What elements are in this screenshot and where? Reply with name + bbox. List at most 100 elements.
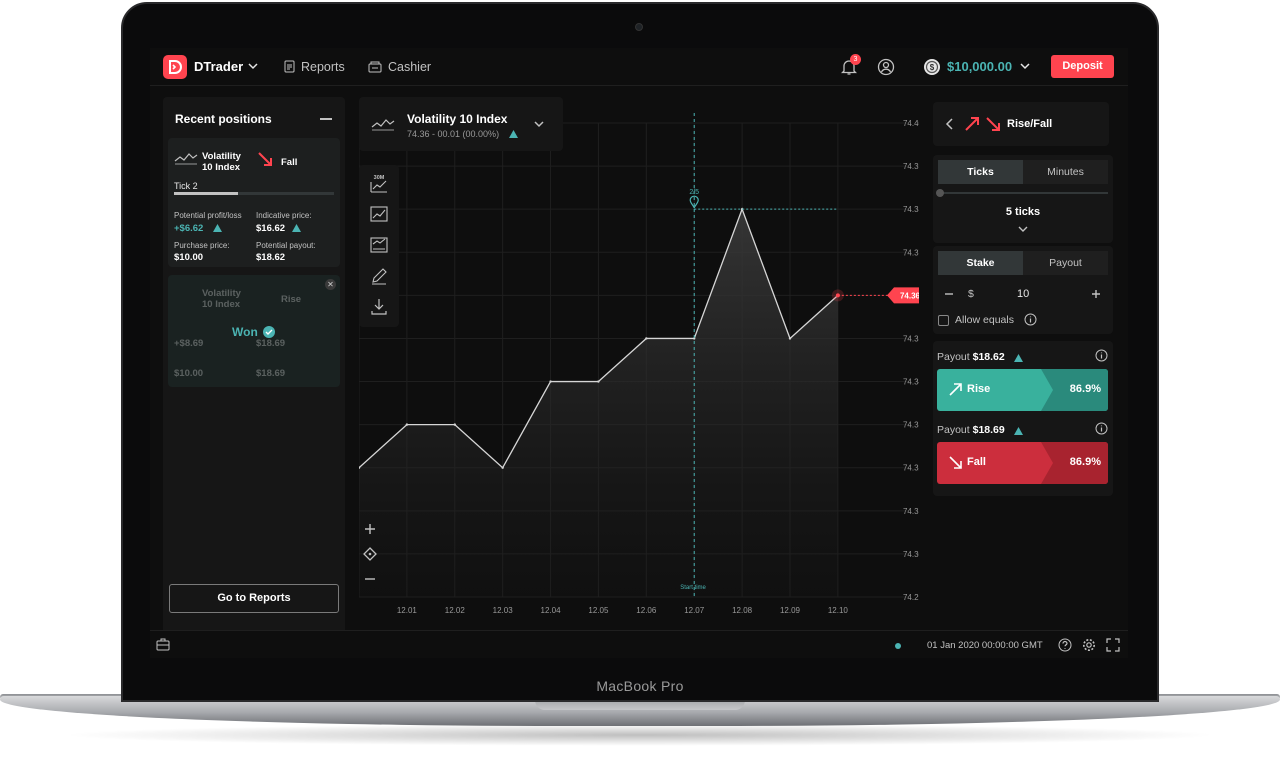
won-status: Won xyxy=(232,325,258,339)
rise-button-shade xyxy=(1041,369,1108,411)
fall-button-shade xyxy=(1041,442,1108,484)
minus-icon[interactable] xyxy=(943,288,955,300)
tick-progress-track xyxy=(174,192,334,195)
fall-arrow-icon xyxy=(258,152,272,166)
nav-cashier[interactable]: Cashier xyxy=(388,60,432,74)
account-balance[interactable]: $10,000.00 xyxy=(947,59,1013,74)
rise-purchase-button[interactable]: Rise 86.9% xyxy=(937,369,1108,411)
duration-slider-track[interactable] xyxy=(938,192,1108,194)
dtrader-logo-icon[interactable] xyxy=(163,55,187,79)
price-point xyxy=(788,337,792,340)
tab-payout[interactable]: Payout xyxy=(1023,251,1108,275)
fall-label: Fall xyxy=(967,456,986,468)
zoom-in-icon[interactable] xyxy=(362,521,378,537)
y-tick-label: 74.30 xyxy=(903,550,919,559)
currency-usd-icon[interactable]: $ xyxy=(923,58,941,76)
device-label: MacBook Pro xyxy=(596,678,684,694)
fullscreen-icon[interactable] xyxy=(1106,638,1120,652)
price-point xyxy=(405,423,409,426)
position-symbol: Volatility 10 Index xyxy=(202,151,241,173)
stake-input[interactable]: 10 xyxy=(1017,288,1030,300)
entry-marker-label: 2/5 xyxy=(689,189,699,196)
position-symbol: Volatility 10 Index xyxy=(202,288,241,310)
price-area xyxy=(359,209,838,597)
market-price: 74.36 - 00.01 (00.00%) xyxy=(407,129,500,139)
app-switcher-label[interactable]: DTrader xyxy=(194,59,244,74)
payout-value: $18.62 xyxy=(256,252,286,263)
collapse-icon[interactable] xyxy=(320,118,332,120)
rise-payout: Payout $18.62 xyxy=(937,351,1005,363)
y-tick-label: 74.39 xyxy=(903,162,919,171)
duration-slider-handle[interactable] xyxy=(936,189,944,197)
market-selector[interactable]: Volatility 10 Index 74.36 - 00.01 (00.00… xyxy=(359,97,563,151)
payout-label: Potential payout: xyxy=(256,241,316,250)
x-tick-label: 12.09 xyxy=(780,606,801,615)
interval-label: 30M xyxy=(374,175,385,181)
close-icon[interactable]: ✕ xyxy=(325,279,336,290)
tab-stake[interactable]: Stake xyxy=(938,251,1023,275)
zoom-out-icon[interactable] xyxy=(362,571,378,587)
chevron-down-icon[interactable] xyxy=(532,117,546,131)
fall-percent: 86.9% xyxy=(1069,456,1101,468)
up-triangle-icon xyxy=(213,224,222,232)
settings-icon[interactable] xyxy=(1082,638,1096,652)
info-icon[interactable] xyxy=(1095,349,1108,362)
chevron-left-icon[interactable] xyxy=(945,118,955,130)
tab-ticks[interactable]: Ticks xyxy=(938,160,1023,184)
app-header: DTrader Reports Cashier 3 $ $10,000.00 D… xyxy=(150,48,1128,86)
y-tick-label: 74.40 xyxy=(903,119,919,128)
trade-type-selector[interactable]: Rise/Fall xyxy=(933,102,1109,146)
nav-reports[interactable]: Reports xyxy=(301,60,345,74)
fall-purchase-button[interactable]: Fall 86.9% xyxy=(937,442,1108,484)
info-icon[interactable] xyxy=(1095,422,1108,435)
chevron-down-icon[interactable] xyxy=(246,59,260,73)
chevron-down-icon[interactable] xyxy=(1017,223,1029,235)
profit-value: +$6.62 xyxy=(174,223,204,234)
price-point xyxy=(740,207,744,211)
allow-equals-checkbox[interactable] xyxy=(938,315,949,326)
app-screen: DTrader Reports Cashier 3 $ $10,000.00 D… xyxy=(150,48,1128,658)
plus-icon[interactable] xyxy=(1090,288,1102,300)
y-tick-label: 74.35 xyxy=(903,334,919,343)
x-tick-label: 12.10 xyxy=(828,606,849,615)
up-triangle-icon xyxy=(292,224,301,232)
x-tick-label: 12.08 xyxy=(732,606,753,615)
y-tick-label: 74.38 xyxy=(903,205,919,214)
trade-type-label: Rise/Fall xyxy=(1007,118,1053,130)
closed-position-card[interactable]: Volatility 10 Index Rise +$8.69 $18.69 $… xyxy=(168,275,340,387)
cashier-icon[interactable] xyxy=(368,60,382,73)
purchase-value: $10.00 xyxy=(174,368,204,379)
purchase-label: Purchase price: xyxy=(174,241,230,250)
price-chart[interactable]: 2/5 Start time 74.36 74.40 74.39 74.38 74.37 74… xyxy=(359,103,919,623)
help-icon[interactable] xyxy=(1058,638,1072,652)
rise-label: Rise xyxy=(967,383,991,395)
purchase-value: $10.00 xyxy=(174,252,204,263)
go-to-reports-button[interactable]: Go to Reports xyxy=(169,584,339,613)
x-tick-label: 12.03 xyxy=(493,606,514,615)
duration-value[interactable]: 5 ticks xyxy=(1005,206,1041,218)
reports-icon[interactable] xyxy=(283,60,296,73)
up-triangle-icon xyxy=(509,130,518,138)
rise-percent: 86.9% xyxy=(1069,383,1101,395)
download-icon[interactable] xyxy=(369,297,389,317)
position-card[interactable]: Volatility 10 Index Fall Tick 2 Potentia… xyxy=(168,138,340,267)
x-tick-label: 12.04 xyxy=(541,606,562,615)
interval-icon[interactable]: 30M xyxy=(369,173,389,193)
x-tick-label: 12.06 xyxy=(636,606,657,615)
y-tick-label: 74.34 xyxy=(903,378,919,387)
account-icon[interactable] xyxy=(877,58,895,76)
contract-type: Rise xyxy=(281,294,302,305)
payout-value: $18.69 xyxy=(256,368,286,379)
info-icon[interactable] xyxy=(1024,313,1037,326)
start-time-label: Start time xyxy=(680,585,706,591)
chevron-down-icon[interactable] xyxy=(1018,59,1032,73)
x-tick-label: 12.01 xyxy=(397,606,418,615)
tab-minutes[interactable]: Minutes xyxy=(1023,160,1108,184)
chart-type-icon[interactable] xyxy=(369,204,389,224)
crosshair-icon[interactable] xyxy=(362,546,378,562)
deposit-button[interactable]: Deposit xyxy=(1051,55,1114,78)
positions-drawer-icon[interactable] xyxy=(156,638,170,651)
indicators-icon[interactable] xyxy=(369,235,389,255)
drawing-tools-icon[interactable] xyxy=(369,266,389,286)
y-tick-label: 74.29 xyxy=(903,593,919,602)
